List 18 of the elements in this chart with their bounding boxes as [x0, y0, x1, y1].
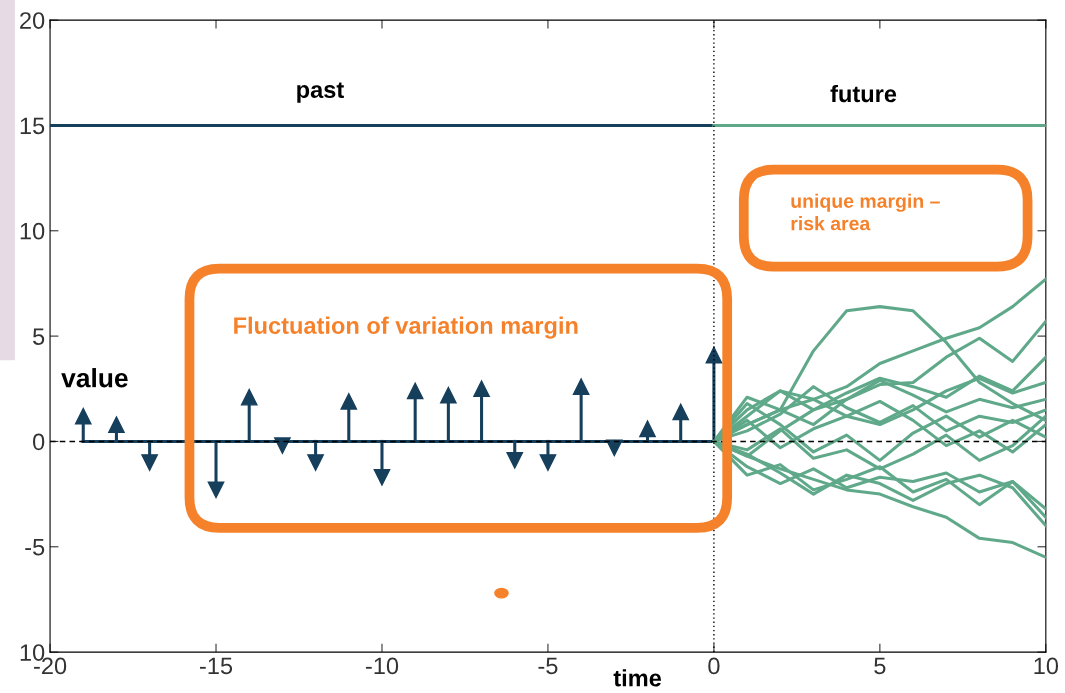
x-tick-label: 10 — [1034, 657, 1059, 675]
annotation: future — [830, 84, 897, 103]
y-tick-label: 0 — [32, 433, 45, 451]
annotation: past — [297, 82, 344, 103]
x-tick-label: -10 — [365, 657, 399, 675]
x-tick-label: -15 — [200, 657, 233, 675]
y-axis-title: value — [61, 368, 128, 388]
x-tick-label: 5 — [874, 657, 886, 675]
x-axis-title: time — [613, 669, 662, 687]
y-tick-label: -5 — [25, 539, 45, 556]
y-tick-label: 5 — [33, 328, 45, 345]
x-tick-label: 0 — [708, 657, 720, 675]
y-tick-label: 20 — [20, 12, 45, 29]
y-tick-label: 15 — [20, 117, 45, 135]
annotation: Fluctuation of variation margin — [234, 316, 578, 339]
x-tick-label: -5 — [538, 657, 558, 675]
annotation: unique margin – risk area — [791, 193, 940, 231]
y-tick-label: 10 — [20, 222, 45, 240]
